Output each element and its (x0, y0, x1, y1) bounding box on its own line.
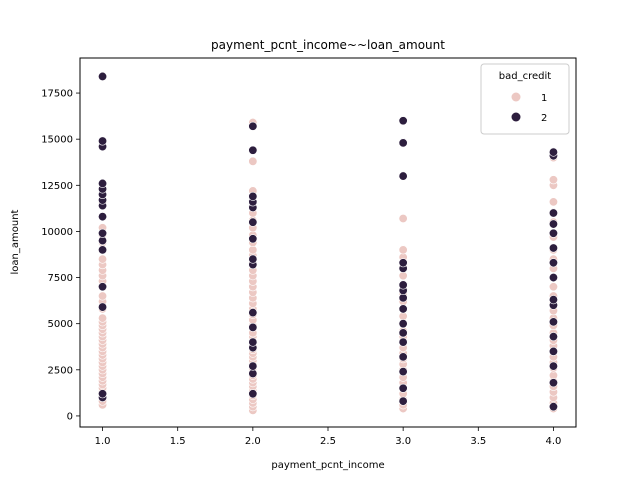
data-point-series-2 (398, 138, 408, 148)
data-point-series-1 (98, 291, 108, 301)
data-point-series-2 (548, 228, 558, 238)
y-tick-label: 10000 (41, 227, 73, 238)
data-point-series-2 (548, 317, 558, 327)
data-point-series-2 (248, 322, 258, 332)
y-tick-label: 0 (67, 411, 73, 422)
x-tick-label: 1.5 (170, 436, 186, 447)
data-point-series-2 (398, 116, 408, 126)
data-point-series-2 (248, 145, 258, 155)
data-point-series-2 (398, 319, 408, 329)
x-tick-label: 3.0 (395, 436, 411, 447)
y-axis: 0 2500 5000 7500 10000 12500 15000 17500 (41, 89, 80, 422)
y-tick-label: 2500 (48, 365, 73, 376)
data-point-series-2 (248, 121, 258, 131)
data-point-series-1 (548, 282, 558, 292)
data-point-series-2 (548, 332, 558, 342)
data-point-series-2 (548, 378, 558, 388)
legend-label-1: 1 (541, 93, 547, 104)
data-point-series-2 (548, 346, 558, 356)
data-point-series-1 (248, 156, 258, 166)
data-point-series-2 (398, 337, 408, 347)
y-tick-label: 15000 (41, 135, 73, 146)
data-point-series-2 (98, 178, 108, 188)
legend-marker-1 (511, 92, 521, 102)
data-point-series-2 (98, 71, 108, 81)
data-point-series-2 (98, 212, 108, 222)
data-point-series-2 (548, 147, 558, 157)
legend-label-2: 2 (541, 113, 547, 124)
data-point-series-2 (98, 136, 108, 146)
data-point-series-2 (398, 171, 408, 181)
data-point-series-2 (398, 367, 408, 377)
data-point-series-2 (548, 361, 558, 371)
data-point-series-2 (548, 208, 558, 218)
data-point-series-2 (548, 402, 558, 412)
y-tick-label: 17500 (41, 89, 73, 100)
data-point-series-2 (98, 282, 108, 292)
data-point-series-2 (398, 352, 408, 362)
data-point-series-1 (548, 175, 558, 185)
data-point-series-2 (548, 295, 558, 305)
data-point-series-2 (548, 273, 558, 283)
y-axis-label: loan_amount (10, 209, 21, 274)
data-point-series-2 (248, 234, 258, 244)
legend-marker-2 (511, 112, 521, 122)
chart-title: payment_pcnt_income~~loan_amount (211, 38, 445, 52)
data-point-series-1 (98, 313, 108, 323)
data-point-series-1 (398, 214, 408, 224)
data-point-series-1 (398, 245, 408, 255)
data-point-series-2 (398, 304, 408, 314)
data-point-series-2 (248, 389, 258, 399)
data-point-series-2 (248, 191, 258, 201)
legend-box (480, 63, 570, 135)
data-point-series-1 (548, 197, 558, 207)
data-point-series-2 (398, 383, 408, 393)
data-point-series-2 (98, 302, 108, 312)
data-point-series-2 (98, 245, 108, 255)
data-point-series-2 (248, 254, 258, 264)
data-point-series-2 (98, 228, 108, 238)
data-point-series-2 (248, 217, 258, 227)
data-point-series-2 (248, 308, 258, 318)
x-tick-label: 4.0 (546, 436, 562, 447)
x-axis-label: payment_pcnt_income (271, 460, 384, 471)
data-point-series-2 (398, 328, 408, 338)
data-point-series-2 (398, 396, 408, 406)
y-tick-label: 7500 (48, 273, 73, 284)
x-tick-label: 1.0 (95, 436, 111, 447)
x-tick-label: 2.0 (245, 436, 261, 447)
data-point-series-2 (548, 243, 558, 253)
data-point-series-2 (548, 219, 558, 229)
data-point-series-2 (548, 258, 558, 268)
y-tick-label: 5000 (48, 319, 73, 330)
y-tick-label: 12500 (41, 181, 73, 192)
points-layer (98, 71, 558, 415)
x-tick-label: 3.5 (470, 436, 486, 447)
x-tick-label: 2.5 (320, 436, 336, 447)
legend-title: bad_credit (499, 71, 551, 82)
data-point-series-2 (248, 337, 258, 347)
data-point-series-1 (98, 254, 108, 264)
data-point-series-2 (248, 361, 258, 371)
x-axis: 1.0 1.5 2.0 2.5 3.0 3.5 4.0 (95, 427, 562, 447)
data-point-series-2 (98, 389, 108, 399)
legend: bad_credit 1 2 (480, 63, 570, 135)
data-point-series-2 (398, 258, 408, 268)
data-point-series-2 (398, 280, 408, 290)
